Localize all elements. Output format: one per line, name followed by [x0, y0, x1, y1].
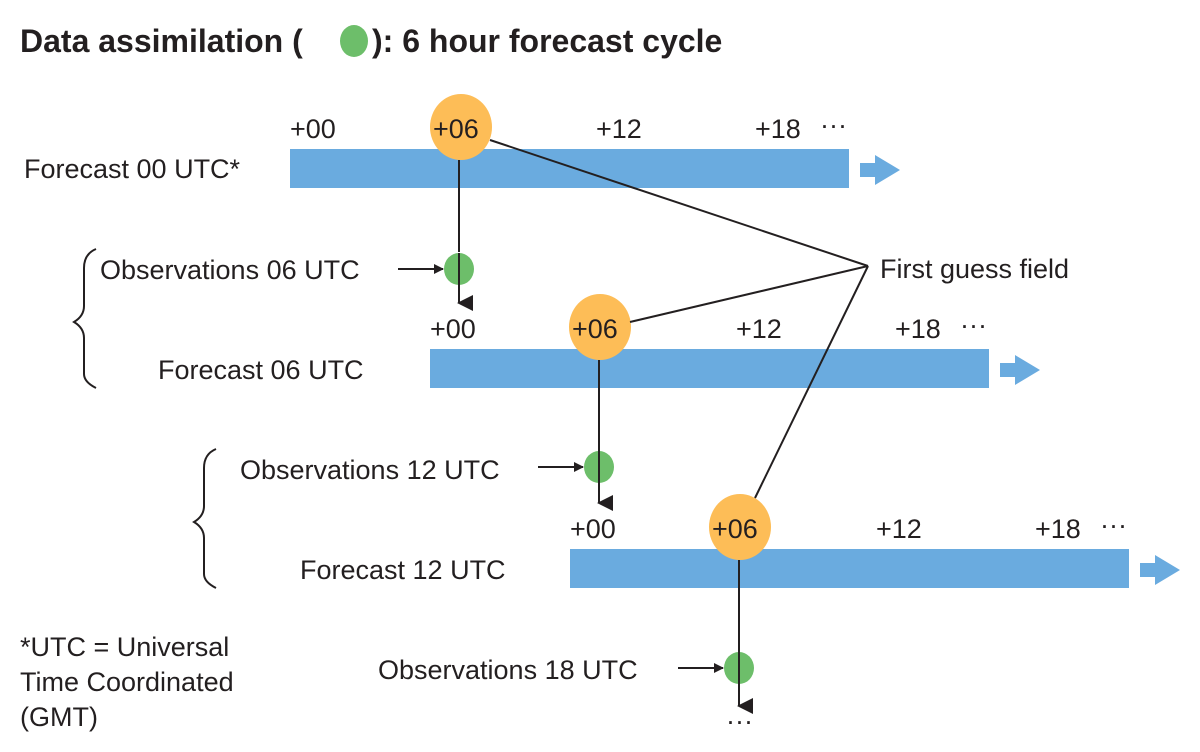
- tick-label: +06: [712, 514, 758, 544]
- first-guess-highlight: [709, 494, 771, 560]
- tick-label: +12: [736, 314, 782, 344]
- continuation-ellipsis: ···: [726, 706, 753, 736]
- ellipsis: ···: [820, 110, 847, 140]
- curly-brace-icon: [192, 448, 217, 589]
- assimilation-flow-18: Observations 18 UTC ···: [378, 560, 754, 736]
- forecast-label: Forecast 00 UTC*: [24, 154, 241, 184]
- tick-label: +00: [430, 314, 476, 344]
- tick-label: +00: [290, 114, 336, 144]
- forecast-timeline-bar: [290, 149, 849, 188]
- ellipsis: ···: [960, 310, 987, 340]
- tick-label: +12: [876, 514, 922, 544]
- tick-label: +06: [433, 114, 479, 144]
- assimilation-flow-12: Observations 12 UTC: [192, 360, 614, 589]
- continue-arrow-icon: [1000, 355, 1040, 385]
- forecast-row-12: Forecast 12 UTC +00 +06 +12 +18 ···: [300, 494, 1180, 588]
- footnote-line: (GMT): [20, 702, 98, 732]
- ellipsis: ···: [1100, 510, 1127, 540]
- forecast-label: Forecast 12 UTC: [300, 555, 506, 585]
- forecast-label: Forecast 06 UTC: [158, 355, 364, 385]
- tick-label: +12: [596, 114, 642, 144]
- observation-label: Observations 06 UTC: [100, 255, 360, 285]
- continue-arrow-icon: [1140, 555, 1180, 585]
- diagram-title: Data assimilation ( ): 6 hour forecast c…: [20, 23, 722, 59]
- forecast-timeline-bar: [430, 349, 989, 388]
- forecast-row-06: Forecast 06 UTC +00 +06 +12 +18 ···: [158, 294, 1040, 388]
- first-guess-field-label: First guess field: [880, 254, 1069, 284]
- forecast-timeline-bar: [570, 549, 1129, 588]
- observation-label: Observations 18 UTC: [378, 655, 638, 685]
- first-guess-highlight: [430, 94, 492, 160]
- observation-legend-icon: [340, 25, 368, 57]
- first-guess-connectors: [489, 139, 869, 499]
- observation-label: Observations 12 UTC: [240, 455, 500, 485]
- title-prefix: Data assimilation (: [20, 23, 303, 59]
- tick-label: +00: [570, 514, 616, 544]
- curly-brace-icon: [72, 248, 97, 389]
- continue-arrow-icon: [860, 155, 900, 185]
- tick-label: +18: [755, 114, 801, 144]
- tick-label: +06: [572, 314, 618, 344]
- first-guess-highlight: [569, 294, 631, 360]
- footnote-line: *UTC = Universal: [20, 632, 229, 662]
- tick-label: +18: [895, 314, 941, 344]
- assimilation-flow-06: Observations 06 UTC: [72, 160, 474, 389]
- tick-label: +18: [1035, 514, 1081, 544]
- footnote-line: Time Coordinated: [20, 667, 234, 697]
- title-suffix: ): 6 hour forecast cycle: [372, 23, 722, 59]
- forecast-row-00: Forecast 00 UTC* +00 +06 +12 +18 ···: [24, 94, 900, 188]
- footnote: *UTC = Universal Time Coordinated (GMT): [20, 632, 234, 732]
